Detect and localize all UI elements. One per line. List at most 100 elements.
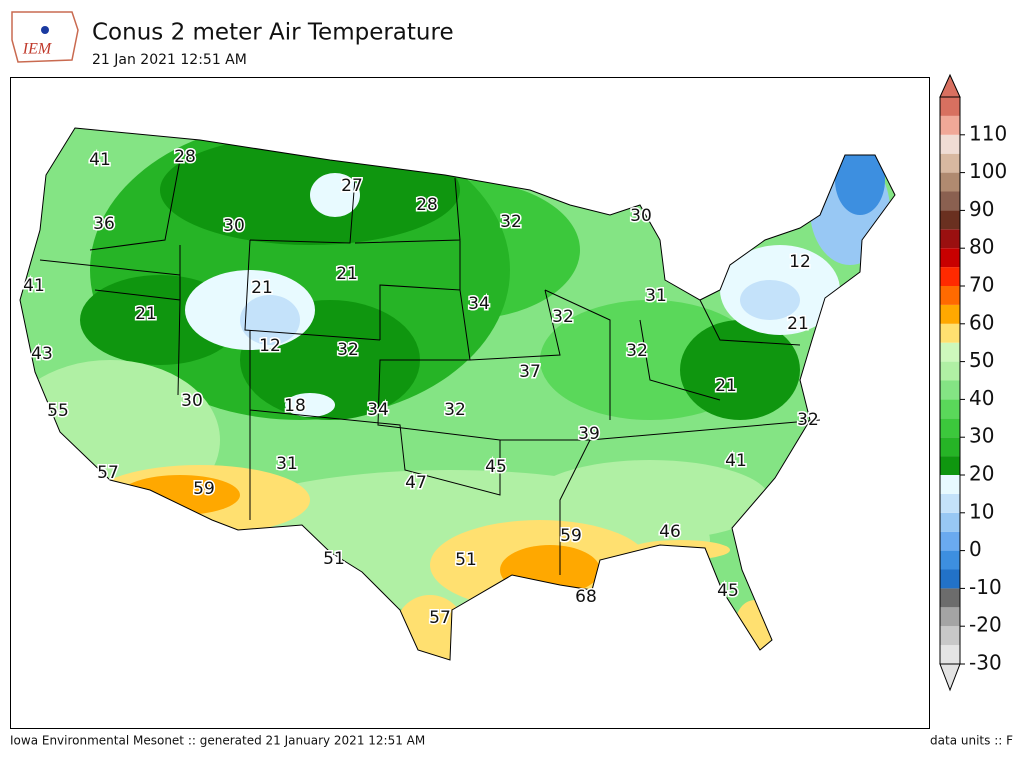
- subtitle: 21 Jan 2021 12:51 AM: [92, 52, 247, 68]
- temp-label: 30: [223, 216, 245, 236]
- temp-label: 59: [560, 526, 582, 546]
- colorbar-tick-label: -10: [969, 575, 1002, 599]
- temp-label: 32: [444, 400, 466, 420]
- colorbar-arrow-bottom: [939, 663, 961, 692]
- temp-label: 21: [135, 304, 157, 324]
- colorbar-band: [940, 399, 960, 419]
- colorbar-band: [940, 342, 960, 362]
- temp-label: 28: [174, 147, 196, 167]
- colorbar-band: [940, 607, 960, 627]
- state-borders: [19, 127, 896, 661]
- colorbar-band: [940, 115, 960, 135]
- colorbar-band: [940, 569, 960, 589]
- colorbar-tick-label: 100: [969, 159, 1007, 183]
- temp-label: 39: [578, 424, 600, 444]
- colorbar-tick-label: 0: [969, 537, 982, 561]
- temp-label: 34: [468, 294, 490, 314]
- colorbar-tick-label: 30: [969, 424, 994, 448]
- colorbar-band: [940, 550, 960, 570]
- temp-label: 21: [251, 278, 273, 298]
- temp-label: 59: [193, 479, 215, 499]
- temp-label: 45: [717, 581, 739, 601]
- colorbar-tick-label: 10: [969, 499, 994, 523]
- colorbar-band: [940, 645, 960, 664]
- colorbar-arrow-top: [939, 73, 961, 98]
- temp-label: 47: [405, 473, 427, 493]
- colorbar-band: [940, 267, 960, 286]
- colorbar-band: [940, 512, 960, 532]
- temp-label: 41: [23, 276, 45, 296]
- temp-label: 32: [797, 410, 819, 430]
- temp-label: 28: [416, 195, 438, 215]
- colorbar-frame: [939, 96, 961, 665]
- colorbar-band: [940, 210, 960, 230]
- colorbar-tick-label: 20: [969, 462, 994, 486]
- temp-label: 21: [715, 376, 737, 396]
- temp-label: 31: [645, 286, 667, 306]
- temp-label: 45: [485, 457, 507, 477]
- colorbar-tick-label: 60: [969, 310, 994, 334]
- temp-label: 32: [337, 340, 359, 360]
- temp-label: 12: [259, 336, 281, 356]
- footer-left: Iowa Environmental Mesonet :: generated …: [10, 734, 425, 748]
- temp-label: 21: [787, 314, 809, 334]
- colorbar-band: [940, 172, 960, 192]
- temp-label: 41: [89, 150, 111, 170]
- map-labels: 41 28 27 28 32 30 36 30 21 21 12 41 21 34 32 31 12 32 21 43…: [22, 146, 821, 630]
- colorbar-band: [940, 456, 960, 475]
- temp-label: 27: [341, 176, 363, 196]
- temp-label: 30: [181, 391, 203, 411]
- colorbar-tick-label: 90: [969, 197, 994, 221]
- logo-text: IEM: [22, 41, 53, 58]
- colorbar: -30 -20 -10 0 10 20 30 40 50 60 70 80 90 100 110: [939, 73, 1007, 692]
- footer-right: data units :: F: [930, 734, 1013, 748]
- colorbar-band: [940, 191, 960, 211]
- temp-label: 37: [519, 362, 541, 382]
- temp-label: 57: [97, 463, 119, 483]
- temp-label: 68: [575, 587, 597, 607]
- colorbar-band: [940, 304, 960, 324]
- temp-label: 57: [429, 608, 451, 628]
- temp-label: 21: [336, 264, 358, 284]
- temp-label: 41: [725, 451, 747, 471]
- colorbar-band: [940, 437, 960, 457]
- colorbar-band: [940, 418, 960, 438]
- colorbar-band: [940, 531, 960, 551]
- colorbar-band: [940, 323, 960, 343]
- temp-label: 32: [552, 307, 574, 327]
- temp-label: 32: [626, 341, 648, 361]
- colorbar-band: [940, 134, 960, 154]
- temp-label: 55: [47, 401, 69, 421]
- title: Conus 2 meter Air Temperature: [92, 20, 454, 46]
- logo: IEM: [11, 11, 79, 63]
- colorbar-band: [940, 493, 960, 513]
- temp-label: 51: [455, 550, 477, 570]
- colorbar-band: [940, 229, 960, 249]
- colorbar-tick-label: 40: [969, 386, 994, 410]
- colorbar-tick-label: 50: [969, 348, 994, 372]
- temp-label: 43: [31, 344, 53, 364]
- colorbar-band: [940, 588, 960, 608]
- colorbar-band: [940, 626, 960, 646]
- colorbar-band: [940, 97, 960, 116]
- temp-label: 51: [323, 549, 345, 569]
- temp-label: 46: [659, 522, 681, 542]
- temp-label: 34: [367, 400, 389, 420]
- colorbar-tick-label: -30: [969, 651, 1002, 675]
- colorbar-tick-label: -20: [969, 613, 1002, 637]
- temp-label: 31: [276, 454, 298, 474]
- temp-label: 30: [630, 206, 652, 226]
- temp-label: 36: [93, 214, 115, 234]
- colorbar-tick-label: 70: [969, 273, 994, 297]
- colorbar-band: [940, 286, 960, 305]
- colorbar-band: [940, 248, 960, 268]
- temp-label: 32: [500, 212, 522, 232]
- colorbar-band: [940, 380, 960, 400]
- temp-label: 12: [789, 252, 811, 272]
- colorbar-band: [940, 361, 960, 381]
- temp-label: 18: [284, 396, 306, 416]
- colorbar-tick-label: 110: [969, 121, 1007, 145]
- colorbar-band: [940, 475, 960, 494]
- colorbar-band: [940, 153, 960, 173]
